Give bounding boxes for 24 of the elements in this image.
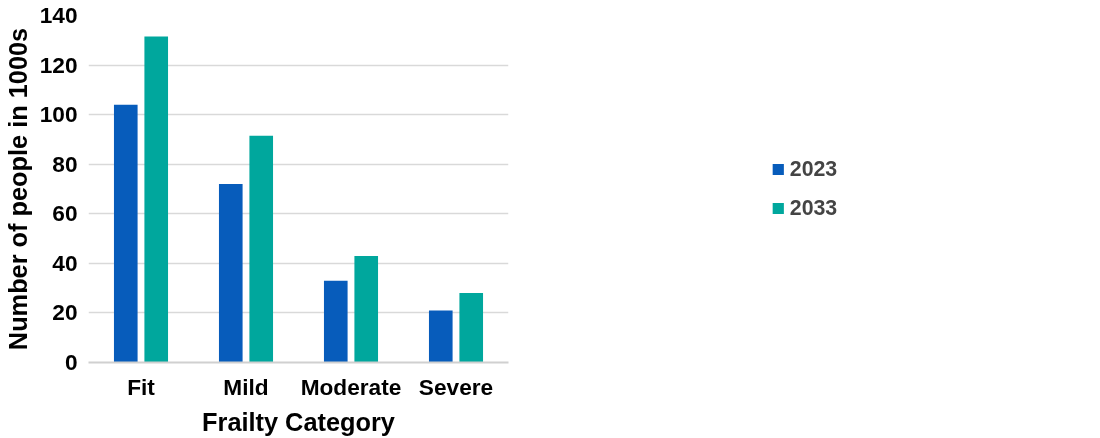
y-tick-label: 0 bbox=[64, 349, 78, 375]
y-axis-title: Number of people in 1000s bbox=[3, 27, 32, 351]
x-tick-label: Severe bbox=[418, 373, 494, 400]
x-axis-title: Frailty Category bbox=[202, 407, 395, 436]
bar bbox=[354, 255, 379, 363]
y-tick-label: 20 bbox=[52, 299, 78, 326]
y-tick-label: 40 bbox=[52, 249, 78, 276]
bar bbox=[323, 280, 348, 363]
x-tick-label: Mild bbox=[223, 373, 269, 400]
bar bbox=[428, 310, 453, 363]
y-tick-label: 120 bbox=[39, 51, 78, 78]
bar bbox=[218, 184, 243, 363]
x-tick-label: Fit bbox=[127, 373, 156, 400]
y-tick-label: 100 bbox=[39, 101, 78, 128]
x-tick-label: Moderate bbox=[300, 373, 402, 400]
y-tick-label: 80 bbox=[52, 150, 78, 177]
y-tick-label: 140 bbox=[39, 2, 78, 28]
y-tick-label: 60 bbox=[52, 200, 78, 227]
bar bbox=[459, 293, 484, 363]
bar bbox=[113, 104, 138, 363]
legend-label: 2023 bbox=[789, 156, 838, 182]
legend-label: 2033 bbox=[789, 195, 838, 221]
bar bbox=[249, 135, 274, 363]
bar bbox=[144, 36, 169, 363]
